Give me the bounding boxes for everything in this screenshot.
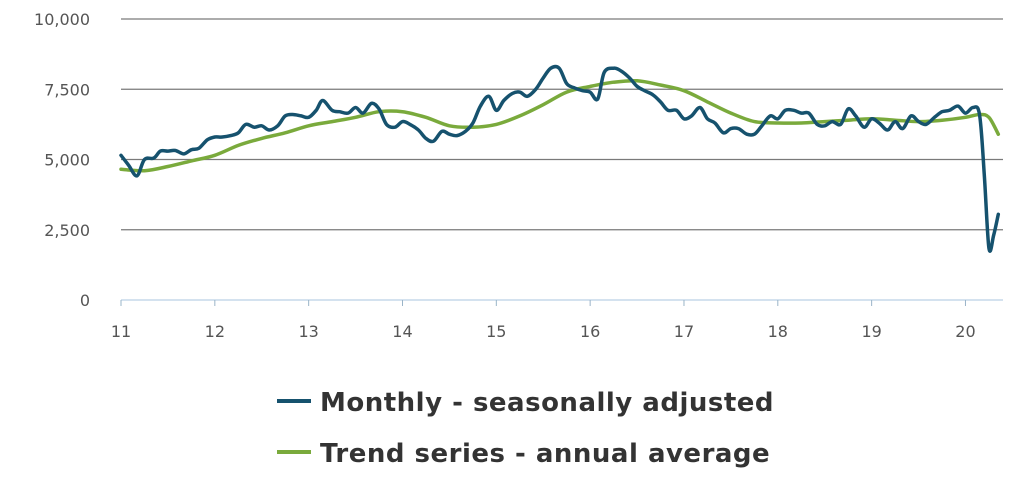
y-tick-label: 0 xyxy=(80,291,90,310)
y-tick-label: 2,500 xyxy=(44,221,90,240)
x-tick-label: 13 xyxy=(298,322,318,341)
x-tick-label: 18 xyxy=(768,322,788,341)
x-axis-tick-labels: 11 12 13 14 15 16 17 18 19 20 xyxy=(111,322,976,341)
x-tick-label: 12 xyxy=(205,322,225,341)
y-tick-label: 10,000 xyxy=(34,10,90,29)
x-tick-label: 16 xyxy=(580,322,600,341)
legend-label-monthly: Monthly - seasonally adjusted xyxy=(320,388,774,418)
x-tick-label: 20 xyxy=(955,322,975,341)
series-lines xyxy=(119,64,1001,253)
y-tick-label: 5,000 xyxy=(44,151,90,170)
legend-item-monthly: Monthly - seasonally adjusted xyxy=(277,388,774,418)
y-tick-label: 7,500 xyxy=(44,80,90,99)
x-tick-label: 14 xyxy=(392,322,412,341)
legend-label-trend: Trend series - annual average xyxy=(320,439,770,469)
legend-item-trend: Trend series - annual average xyxy=(277,439,770,469)
gridlines xyxy=(121,18,1003,231)
x-tick-label: 11 xyxy=(111,322,131,341)
legend: Monthly - seasonally adjusted Trend seri… xyxy=(277,388,774,469)
series-line-monthly xyxy=(119,64,1001,253)
x-axis xyxy=(120,299,1003,306)
x-tick-label: 15 xyxy=(486,322,506,341)
x-tick-label: 17 xyxy=(674,322,694,341)
y-axis-tick-labels: 0 2,500 5,000 7,500 10,000 xyxy=(34,10,90,310)
x-tick-label: 19 xyxy=(861,322,881,341)
